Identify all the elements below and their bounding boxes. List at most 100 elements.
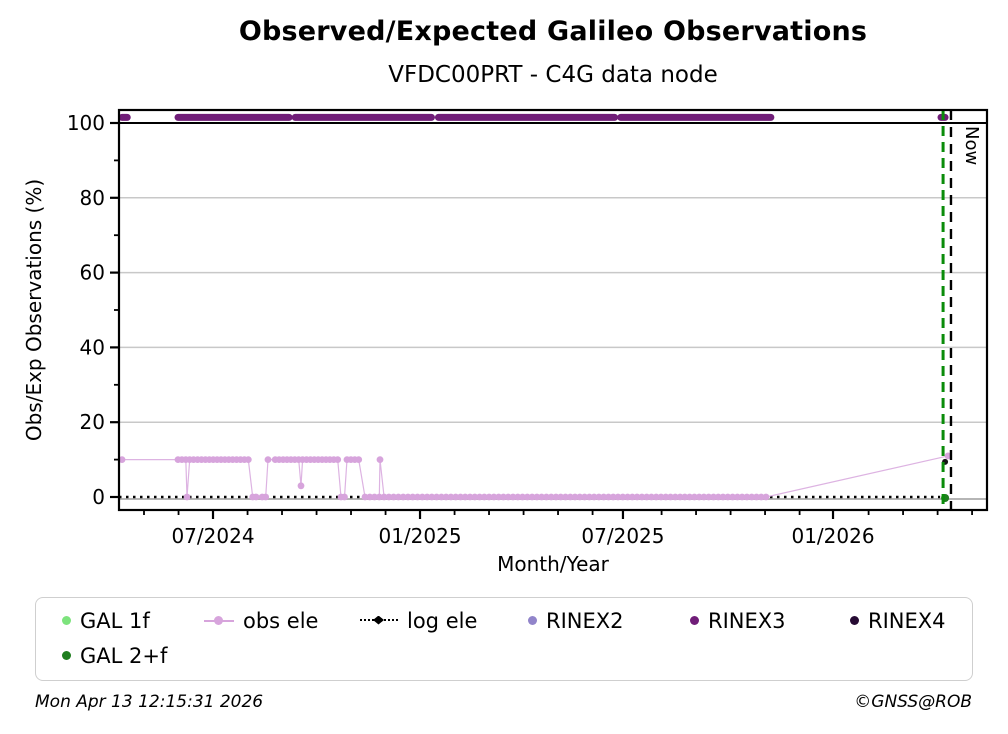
- obs-ele-point: [633, 493, 641, 501]
- obs-ele-point: [729, 493, 736, 501]
- legend-item-rinex2: RINEX2: [528, 609, 690, 633]
- legend-marker-log-ele-icon: [360, 615, 398, 626]
- obs-ele-point: [671, 493, 679, 501]
- chart-title: Observed/Expected Galileo Observations: [238, 16, 868, 47]
- obs-ele-point: [724, 493, 732, 501]
- obs-ele-point: [395, 493, 402, 501]
- obs-ele-point: [557, 493, 565, 501]
- obs-ele-point: [519, 493, 526, 501]
- obs-ele-point: [380, 493, 388, 501]
- obs-ele-point: [667, 493, 674, 501]
- legend-item-obs-ele: obs ele: [204, 609, 360, 633]
- legend: GAL 1f obs ele log ele RINEX2 RINEX3 RINEX4 GA…: [35, 597, 973, 681]
- obs-ele-point: [628, 493, 636, 501]
- obs-ele-point: [652, 493, 660, 501]
- obs-ele-point: [341, 493, 348, 501]
- obs-ele-point: [523, 493, 531, 501]
- obs-ele-point: [376, 456, 384, 463]
- obs-ele-point: [409, 493, 417, 501]
- obs-ele-point: [581, 493, 588, 501]
- obs-ele-point: [371, 493, 378, 501]
- y-tick-label: 40: [80, 335, 105, 359]
- obs-ele-point: [547, 493, 555, 501]
- obs-ele-point: [605, 493, 612, 501]
- obs-ele-point: [676, 493, 684, 501]
- obs-ele-point: [609, 493, 617, 501]
- plot-frame: [117, 108, 989, 512]
- obs-ele-point: [571, 493, 579, 501]
- legend-label-rinex4: RINEX4: [868, 608, 946, 633]
- obs-ele-point: [743, 493, 751, 501]
- obs-ele-point: [452, 493, 460, 501]
- legend-marker-obs-ele-icon: [204, 616, 234, 625]
- obs-ele-point: [710, 493, 717, 501]
- obs-ele-point: [509, 493, 517, 501]
- obs-ele-point: [385, 493, 393, 501]
- obs-ele-point: [586, 493, 593, 501]
- obs-ele-point: [638, 493, 646, 501]
- y-tick-label: 0: [92, 485, 105, 509]
- obs-ele-point: [705, 493, 713, 501]
- obs-ele-point: [576, 493, 584, 501]
- legend-marker-gal-2-f-icon: [62, 651, 71, 660]
- obs-ele-point: [404, 493, 412, 501]
- obs-ele-point: [297, 482, 305, 490]
- obs-ele-point: [562, 493, 569, 501]
- x-tick-label: 01/2025: [378, 524, 461, 548]
- legend-item-gal-2-f: GAL 2+f: [62, 644, 204, 668]
- obs-ele-point: [504, 493, 512, 501]
- obs-ele-point: [118, 456, 126, 463]
- obs-ele-point: [442, 493, 450, 501]
- obs-ele-point: [457, 493, 464, 501]
- legend-label-gal-1f: GAL 1f: [80, 608, 150, 633]
- x-axis-label: Month/Year: [497, 552, 609, 576]
- obs-ele-point: [244, 456, 252, 463]
- obs-ele-point: [538, 493, 545, 501]
- obs-ele-point: [748, 493, 756, 501]
- obs-ele-point: [662, 493, 670, 501]
- legend-label-rinex3: RINEX3: [708, 608, 786, 633]
- obs-ele-point: [714, 493, 722, 501]
- obs-ele-point: [566, 493, 574, 501]
- obs-ele-point: [614, 493, 622, 501]
- obs-ele-point: [433, 493, 440, 501]
- obs-ele-point: [471, 493, 479, 501]
- x-tick-label: 07/2024: [171, 524, 254, 548]
- legend-label-obs-ele: obs ele: [243, 608, 319, 633]
- obs-ele-point: [500, 493, 507, 501]
- obs-ele-point: [262, 493, 270, 501]
- obs-ele-point: [657, 493, 665, 501]
- obs-ele-point: [600, 493, 608, 501]
- obs-ele-point: [686, 493, 693, 501]
- y-tick-label: 100: [67, 111, 105, 135]
- y-tick-label: 20: [80, 410, 105, 434]
- obs-ele-point: [183, 493, 191, 501]
- x-tick-label: 01/2026: [791, 524, 874, 548]
- obs-ele-point: [438, 493, 445, 501]
- x-tick-label: 07/2025: [581, 524, 664, 548]
- generated-timestamp: Mon Apr 13 12:15:31 2026: [35, 692, 264, 712]
- obs-ele-point: [590, 493, 598, 501]
- obs-ele-point: [355, 456, 363, 463]
- obs-ele-point: [700, 493, 708, 501]
- legend-item-gal-1f: GAL 1f: [62, 609, 204, 633]
- obs-ele-point: [757, 493, 765, 501]
- obs-ele-point: [399, 493, 407, 501]
- obs-ele-point: [375, 493, 383, 501]
- obs-ele-point: [595, 493, 603, 501]
- obs-ele-point: [619, 493, 627, 501]
- obs-ele-point: [624, 493, 631, 501]
- legend-label-rinex2: RINEX2: [546, 608, 624, 633]
- obs-ele-point: [390, 493, 397, 501]
- obs-ele-point: [447, 493, 455, 501]
- y-tick-label: 80: [80, 186, 105, 210]
- obs-ele-point: [753, 493, 760, 501]
- obs-ele-point: [643, 493, 651, 501]
- legend-marker-rinex4-icon: [850, 616, 859, 625]
- obs-ele-point: [366, 493, 374, 501]
- obs-ele-point: [648, 493, 655, 501]
- copyright-credit: ©GNSS@ROB: [854, 692, 972, 712]
- obs-ele-point: [461, 493, 469, 501]
- obs-ele-point: [528, 493, 536, 501]
- legend-label-log-ele: log ele: [407, 608, 478, 633]
